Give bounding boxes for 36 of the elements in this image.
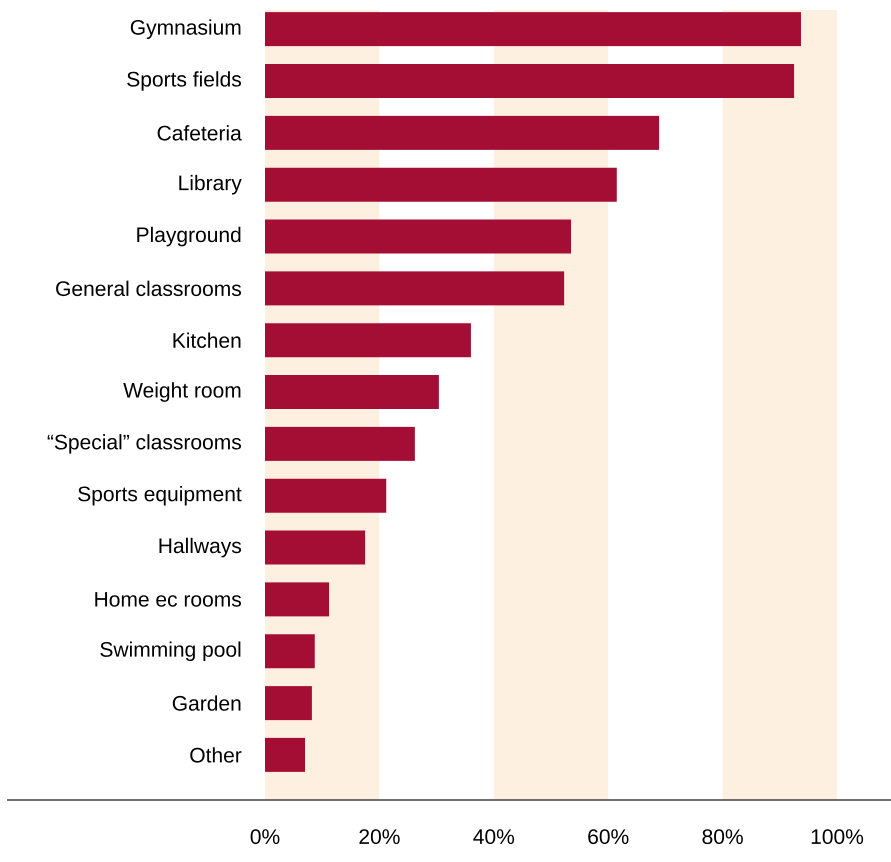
x-tick-label: 40% <box>473 829 514 844</box>
x-tick-label: 80% <box>702 829 743 844</box>
y-tick-label: Garden <box>172 695 240 711</box>
bar <box>265 426 415 461</box>
y-tick-label: Weight room <box>123 382 240 402</box>
x-tick-label: 60% <box>588 829 628 844</box>
bar <box>265 582 330 616</box>
y-tick-label: Kitchen <box>173 332 240 348</box>
y-tick-label: Home ec rooms <box>95 592 242 607</box>
bar <box>265 271 564 306</box>
y-tick-label: Swimming pool <box>100 641 240 662</box>
y-tick-label: Other <box>190 747 242 763</box>
y-tick-label: Playground <box>137 226 240 246</box>
bar <box>265 738 306 772</box>
bar <box>265 64 794 98</box>
x-tick-label: 0% <box>250 829 280 844</box>
bar <box>265 323 471 358</box>
bar <box>265 168 617 202</box>
bar <box>265 116 660 150</box>
bar <box>265 12 801 46</box>
y-tick-label: Cafeteria <box>158 125 242 141</box>
bar <box>265 634 315 668</box>
bar <box>265 220 572 254</box>
y-tick-label: Library <box>179 174 242 194</box>
y-tick-label: Gymnasium <box>130 19 240 39</box>
bar <box>265 375 439 410</box>
bar <box>265 530 366 565</box>
y-tick-label: “Special” classrooms <box>48 434 241 454</box>
y-tick-label: Hallways <box>160 538 242 558</box>
y-tick-label: General classrooms <box>56 280 241 296</box>
y-tick-label: Sports fields <box>127 71 242 91</box>
x-tick-label: 100% <box>812 829 864 844</box>
y-tick-label: Sports equipment <box>78 486 242 506</box>
bar <box>265 478 386 513</box>
bar <box>265 686 312 720</box>
x-tick-label: 20% <box>359 829 400 844</box>
